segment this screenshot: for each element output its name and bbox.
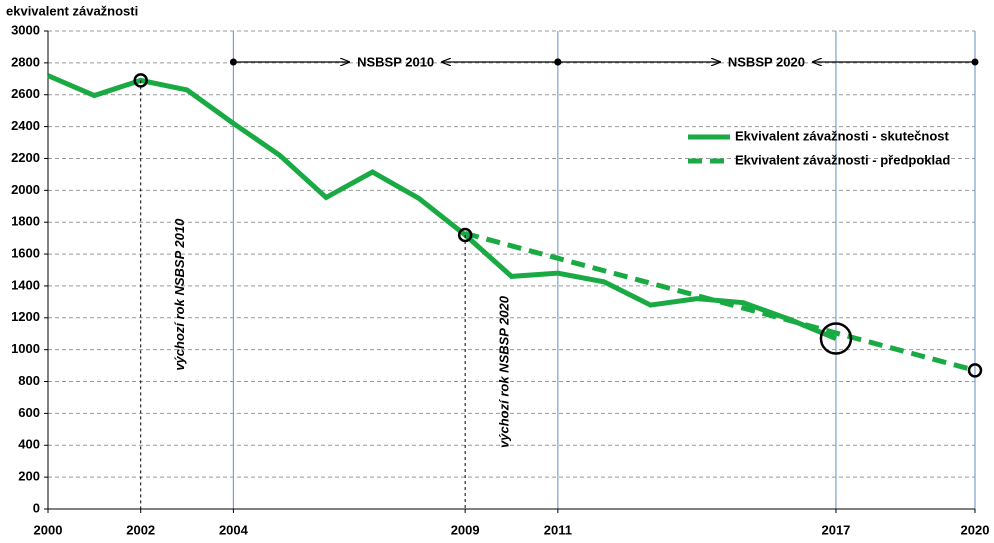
x-tick-label: 2017 [821,522,850,537]
x-tick-label: 2011 [544,522,572,537]
period-dot [554,58,562,66]
y-tick-label: 1000 [11,341,40,356]
y-tick-label: 2000 [11,182,40,197]
y-tick-label: 2800 [11,54,40,69]
y-tick-label: 1600 [11,246,40,261]
y-tick-label: 1200 [11,309,40,324]
x-tick-label: 2002 [126,522,155,537]
y-tick-label: 200 [18,469,40,484]
x-tick-label: 2004 [219,522,249,537]
period-label: NSBSP 2020 [728,54,805,69]
annotation-label: výchozí rok NSBSP 2010 [172,218,187,371]
highlight-circle [133,73,148,88]
y-tick-label: 600 [18,405,40,420]
y-tick-label: 2400 [11,118,40,133]
series-line [47,73,837,341]
highlight-circle [967,363,983,378]
period-label: NSBSP 2010 [357,54,434,69]
period-dot [229,58,237,66]
x-tick-label: 2020 [961,522,990,537]
legend-label: Ekvivalent závažnosti - předpoklad [735,152,950,167]
legend-label: Ekvivalent závažnosti - skutečnost [735,128,950,143]
y-tick-label: 0 [33,500,40,515]
highlight-circle [457,227,473,243]
x-tick-label: 2009 [451,522,480,537]
y-tick-label: 1800 [11,214,40,229]
y-tick-label: 1400 [11,277,40,292]
y-tick-label: 3000 [11,22,40,37]
x-tick-label: 2000 [34,522,63,537]
y-tick-label: 400 [18,437,40,452]
y-tick-label: 2600 [11,86,40,101]
period-dot [971,58,979,66]
chart-title: ekvivalent závažnosti [6,3,138,18]
annotation-label: výchozí rok NSBSP 2020 [497,295,512,448]
y-tick-label: 800 [18,373,40,388]
y-tick-label: 2200 [11,150,40,165]
highlight-circle [819,322,853,355]
